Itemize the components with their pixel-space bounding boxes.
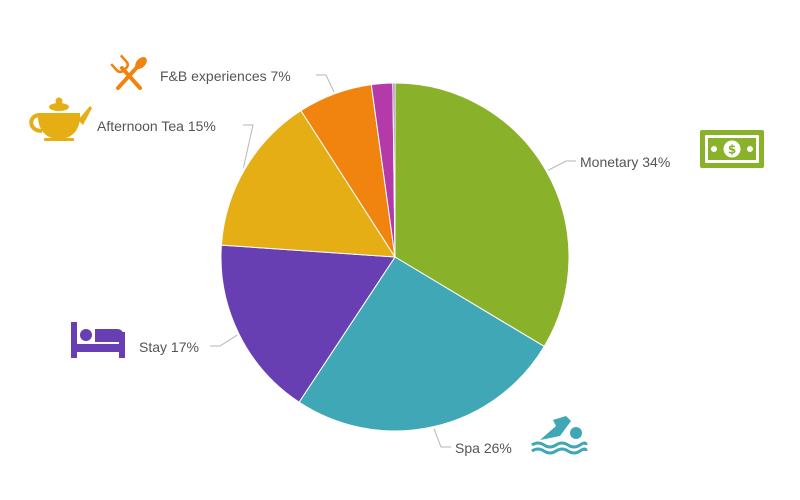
leader-line-afternoon-tea xyxy=(243,124,254,168)
pie-slice-minor-6 xyxy=(392,82,396,258)
leader-lines xyxy=(210,74,576,448)
pie-slice-stay xyxy=(220,244,396,403)
bed-icon xyxy=(71,322,125,358)
leader-line-f-b-experiences xyxy=(316,74,335,93)
leader-line-spa xyxy=(433,428,451,448)
svg-text:$: $ xyxy=(728,143,736,157)
slice-label-afternoon-tea: Afternoon Tea 15% xyxy=(97,118,216,134)
swimmer-icon xyxy=(531,416,588,455)
slice-label-spa: Spa 26% xyxy=(455,440,512,456)
pie-slices xyxy=(220,82,570,432)
banknote-icon: $ xyxy=(700,130,764,168)
pie-slice-spa xyxy=(298,256,545,432)
pie-slice-afternoon-tea xyxy=(220,109,396,258)
teapot-icon xyxy=(29,97,92,141)
pie-slice-monetary xyxy=(394,82,570,348)
fork-spoon-icon xyxy=(110,54,147,90)
leader-line-monetary xyxy=(547,160,576,171)
slice-label-fb-experiences: F&B experiences 7% xyxy=(160,68,291,84)
leader-line-stay xyxy=(210,334,238,347)
slice-label-stay: Stay 17% xyxy=(139,339,199,355)
slice-label-monetary: Monetary 34% xyxy=(580,154,670,170)
